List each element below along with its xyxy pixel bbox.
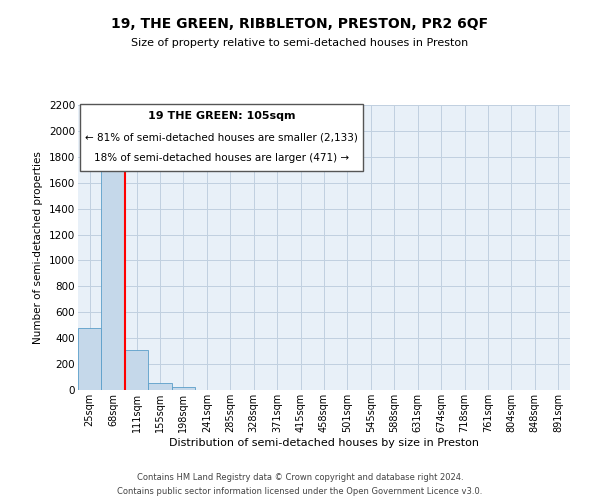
Text: Contains HM Land Registry data © Crown copyright and database right 2024.: Contains HM Land Registry data © Crown c… (137, 473, 463, 482)
X-axis label: Distribution of semi-detached houses by size in Preston: Distribution of semi-detached houses by … (169, 438, 479, 448)
Text: 19, THE GREEN, RIBBLETON, PRESTON, PR2 6QF: 19, THE GREEN, RIBBLETON, PRESTON, PR2 6… (112, 18, 488, 32)
Bar (78, 328, 101, 390)
Bar (101, 162, 125, 390)
Text: 19 THE GREEN: 105sqm: 19 THE GREEN: 105sqm (148, 110, 296, 120)
Text: Size of property relative to semi-detached houses in Preston: Size of property relative to semi-detach… (131, 38, 469, 48)
Bar (148, 383, 172, 390)
Bar (172, 388, 195, 390)
Text: Contains public sector information licensed under the Open Government Licence v3: Contains public sector information licen… (118, 486, 482, 496)
Y-axis label: Number of semi-detached properties: Number of semi-detached properties (34, 151, 43, 344)
FancyBboxPatch shape (80, 104, 364, 170)
Bar (125, 350, 148, 390)
Text: 18% of semi-detached houses are larger (471) →: 18% of semi-detached houses are larger (… (94, 154, 349, 164)
Text: ← 81% of semi-detached houses are smaller (2,133): ← 81% of semi-detached houses are smalle… (85, 132, 358, 142)
